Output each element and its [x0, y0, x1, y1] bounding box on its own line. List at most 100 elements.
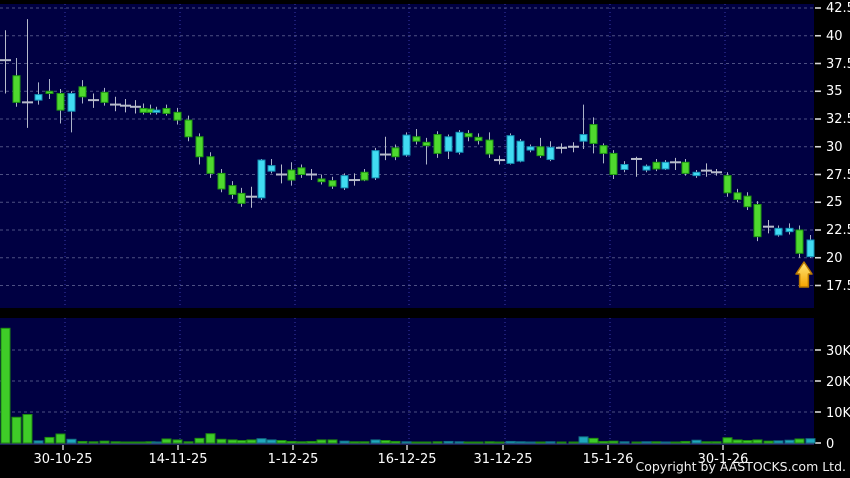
candle-body	[806, 239, 815, 258]
candle-body	[173, 111, 182, 121]
candle-body	[206, 156, 215, 174]
volume-bar	[473, 441, 484, 444]
volume-bar	[711, 441, 722, 444]
candle-body	[546, 146, 555, 161]
date-label: 30-10-25	[33, 452, 92, 467]
candle-body	[184, 119, 193, 138]
volume-bar	[183, 441, 194, 444]
candle-body	[642, 165, 651, 171]
volume-bar	[784, 439, 795, 444]
price-axis-label: 25	[826, 195, 843, 210]
volume-bar	[172, 439, 183, 444]
volume-bar	[752, 439, 763, 444]
candle-body	[661, 161, 670, 170]
volume-bar	[773, 440, 784, 444]
candle-body	[474, 136, 483, 142]
volume-bar	[44, 436, 55, 444]
candle-body	[340, 175, 349, 189]
date-label: 16-12-25	[377, 452, 436, 467]
price-axis-label: 42.5	[826, 1, 850, 16]
candle-body	[297, 167, 306, 175]
candle-body	[422, 141, 431, 147]
volume-bar	[216, 438, 227, 444]
candle-body	[237, 192, 246, 204]
candle-body	[723, 175, 732, 194]
candle-body	[579, 134, 588, 142]
candle-body	[267, 165, 276, 172]
candle-body	[433, 134, 442, 154]
candle-body	[34, 94, 43, 101]
buy-signal-arrow-icon	[795, 261, 813, 288]
horizontal-gridlines	[0, 7, 814, 445]
volume-bar	[246, 439, 257, 444]
volume-bar	[631, 441, 642, 444]
volume-bars	[0, 327, 816, 444]
volume-axis: 30K 20K 10K 0	[826, 344, 850, 452]
volume-bar	[660, 441, 671, 444]
candle-body	[455, 131, 464, 153]
candle-body	[228, 185, 237, 195]
candle-body	[371, 150, 380, 179]
volume-bar	[805, 438, 816, 444]
candle-body	[526, 146, 535, 151]
price-axis-label: 20	[826, 251, 843, 266]
volume-bar	[701, 441, 712, 444]
volume-bar	[443, 440, 454, 444]
volume-axis-label: 30K	[826, 344, 850, 359]
axis-tick-marks	[62, 7, 821, 450]
volume-bar	[515, 441, 526, 444]
candle-body	[516, 140, 525, 162]
volume-bar	[286, 440, 297, 444]
candle-body	[464, 132, 473, 138]
volume-bar	[316, 439, 327, 444]
volume-bar	[454, 441, 465, 444]
volume-bar	[256, 438, 267, 444]
volume-bar	[411, 441, 422, 444]
volume-bar	[722, 437, 733, 444]
volume-bar	[588, 437, 599, 444]
price-axis-label: 40	[826, 29, 843, 44]
volume-bar	[670, 441, 681, 444]
candlesticks	[0, 19, 815, 258]
candle-body	[774, 227, 783, 236]
volume-bar	[306, 440, 317, 444]
candle-body	[162, 107, 171, 114]
volume-bar	[55, 433, 66, 444]
volume-bar	[680, 440, 691, 444]
volume-bar	[598, 440, 609, 444]
candle-body	[56, 92, 65, 111]
price-axis-label: 27.5	[826, 168, 850, 183]
candle-body	[360, 171, 369, 181]
candle-body	[100, 91, 109, 103]
volume-bar	[390, 440, 401, 444]
volume-bar	[205, 433, 216, 444]
candle-body	[681, 161, 690, 174]
volume-bar	[151, 441, 162, 444]
candle-body	[609, 152, 618, 176]
candle-body	[795, 229, 804, 254]
volume-bar	[296, 441, 307, 444]
volume-bar	[22, 413, 33, 444]
volume-axis-label: 0	[826, 437, 834, 452]
candle-body	[391, 147, 400, 158]
volume-bar	[66, 438, 77, 444]
candle-body	[12, 75, 21, 103]
candle-body	[733, 192, 742, 200]
volume-bar	[88, 441, 99, 444]
candle-body	[257, 159, 266, 199]
volume-bar	[484, 441, 495, 444]
volume-bar	[556, 441, 567, 444]
volume-axis-label: 20K	[826, 375, 850, 390]
volume-bar	[339, 440, 350, 444]
volume-bar	[651, 441, 662, 444]
volume-bar	[120, 441, 131, 444]
volume-bar	[11, 416, 22, 444]
price-axis-label: 17.5	[826, 279, 850, 294]
date-label: 15-1-26	[583, 452, 634, 467]
candle-body	[45, 90, 54, 94]
candle-body	[743, 195, 752, 208]
candle-body	[139, 107, 148, 113]
candle-body	[152, 109, 161, 113]
